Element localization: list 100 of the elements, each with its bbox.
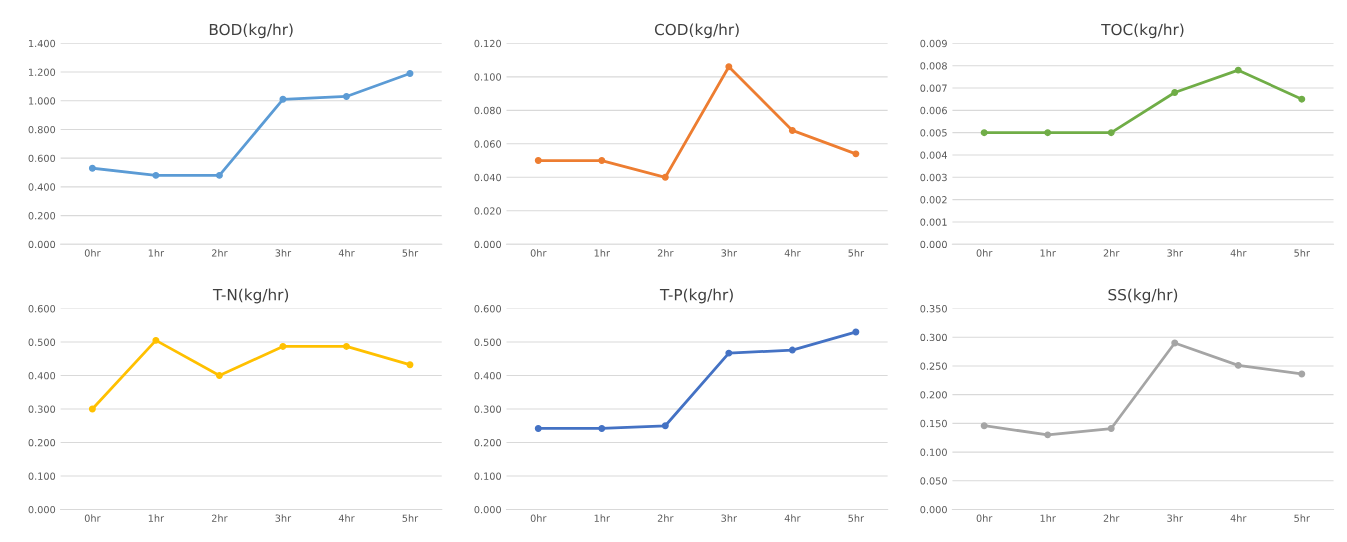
y-tick-label: 1.200 bbox=[28, 68, 56, 76]
y-tick-label: 0.000 bbox=[474, 505, 502, 514]
y-tick-label: 0.600 bbox=[28, 305, 56, 313]
point bbox=[279, 95, 287, 103]
y-tick-label: 0.200 bbox=[28, 438, 56, 447]
y-tick-label: 0.400 bbox=[28, 372, 56, 380]
x-tick-label: 3hr bbox=[1167, 514, 1183, 522]
y-tick-label: 0.600 bbox=[28, 154, 56, 162]
y-tick-label: 1.000 bbox=[28, 97, 56, 105]
y-tick-label: 0.050 bbox=[920, 477, 947, 485]
x-tick-label: 2hr bbox=[657, 249, 674, 257]
point bbox=[152, 336, 160, 344]
y-tick-label: 0.000 bbox=[920, 240, 947, 249]
y-tick-label: 0.300 bbox=[474, 405, 502, 413]
x-tick-label: 3hr bbox=[275, 514, 292, 522]
chart-title: TOC(kg/hr) bbox=[1101, 23, 1184, 39]
point bbox=[406, 361, 414, 369]
point bbox=[215, 171, 223, 179]
y-tick-label: 0.004 bbox=[920, 151, 948, 159]
y-tick-label: 0.400 bbox=[474, 372, 502, 380]
x-tick-label: 1hr bbox=[1040, 514, 1056, 522]
y-tick-label: 0.003 bbox=[920, 173, 947, 182]
point bbox=[852, 150, 860, 158]
point bbox=[1044, 431, 1052, 439]
y-tick-label: 0.350 bbox=[920, 305, 947, 313]
x-tick-label: 3hr bbox=[721, 249, 737, 257]
point bbox=[152, 171, 160, 179]
y-tick-label: 0.800 bbox=[28, 125, 56, 134]
point bbox=[1234, 66, 1242, 74]
y-tick-label: 0.100 bbox=[474, 472, 502, 480]
y-tick-label: 1.400 bbox=[28, 39, 56, 48]
y-tick-label: 0.009 bbox=[920, 39, 947, 48]
point bbox=[1107, 425, 1115, 433]
point bbox=[598, 157, 606, 165]
point bbox=[406, 70, 414, 77]
chart-title: COD(kg/hr) bbox=[654, 23, 739, 39]
y-tick-label: 0.400 bbox=[28, 183, 56, 191]
point bbox=[88, 164, 96, 172]
y-tick-label: 0.200 bbox=[474, 438, 502, 447]
point bbox=[661, 173, 669, 181]
point bbox=[279, 342, 287, 350]
x-tick-label: 5hr bbox=[402, 514, 419, 522]
y-tick-label: 0.300 bbox=[920, 333, 947, 342]
y-tick-label: 0.060 bbox=[474, 140, 502, 148]
point bbox=[725, 349, 733, 357]
y-tick-label: 0.002 bbox=[920, 196, 947, 204]
y-tick-label: 0.500 bbox=[28, 338, 56, 346]
y-tick-label: 0.250 bbox=[920, 362, 947, 370]
chart-title: BOD(kg/hr) bbox=[209, 23, 293, 39]
point bbox=[788, 126, 796, 134]
y-tick-label: 0.020 bbox=[474, 207, 502, 215]
point bbox=[980, 129, 988, 137]
y-tick-label: 0.001 bbox=[920, 218, 947, 226]
point bbox=[1171, 88, 1179, 96]
y-tick-label: 0.000 bbox=[28, 240, 56, 249]
y-tick-label: 0.007 bbox=[920, 84, 947, 92]
x-tick-label: 2hr bbox=[1103, 249, 1120, 257]
point bbox=[598, 424, 606, 432]
y-tick-label: 0.005 bbox=[920, 129, 947, 137]
chart-title: SS(kg/hr) bbox=[1108, 288, 1178, 304]
x-tick-label: 4hr bbox=[338, 514, 355, 522]
x-tick-label: 4hr bbox=[784, 249, 801, 257]
x-tick-label: 5hr bbox=[402, 249, 419, 257]
y-tick-label: 0.500 bbox=[474, 338, 502, 346]
x-tick-label: 1hr bbox=[148, 514, 165, 522]
y-tick-label: 0.100 bbox=[28, 472, 56, 480]
x-tick-label: 3hr bbox=[275, 249, 292, 257]
x-tick-label: 0hr bbox=[976, 514, 993, 522]
x-tick-label: 4hr bbox=[784, 514, 801, 522]
y-tick-label: 0.040 bbox=[474, 173, 502, 182]
point bbox=[725, 63, 733, 71]
x-tick-label: 2hr bbox=[211, 249, 228, 257]
point bbox=[1171, 339, 1179, 347]
x-tick-label: 4hr bbox=[338, 249, 355, 257]
x-tick-label: 5hr bbox=[848, 249, 865, 257]
point bbox=[661, 422, 669, 430]
point bbox=[980, 422, 988, 430]
y-tick-label: 0.600 bbox=[474, 305, 502, 313]
x-tick-label: 0hr bbox=[84, 249, 101, 257]
y-tick-label: 0.000 bbox=[474, 240, 502, 249]
x-tick-label: 4hr bbox=[1230, 514, 1247, 522]
point bbox=[1044, 129, 1052, 137]
x-tick-label: 2hr bbox=[657, 514, 674, 522]
x-tick-label: 3hr bbox=[1167, 249, 1183, 257]
y-tick-label: 0.120 bbox=[474, 39, 502, 48]
point bbox=[1107, 129, 1115, 137]
y-tick-label: 0.008 bbox=[920, 62, 947, 70]
point bbox=[534, 424, 542, 432]
point bbox=[788, 346, 796, 354]
chart-title: T-N(kg/hr) bbox=[212, 288, 289, 304]
chart-title: T-P(kg/hr) bbox=[659, 288, 733, 304]
x-tick-label: 0hr bbox=[530, 514, 547, 522]
point bbox=[342, 92, 350, 100]
point bbox=[1298, 95, 1306, 103]
point bbox=[1234, 361, 1242, 369]
x-tick-label: 0hr bbox=[84, 514, 101, 522]
point bbox=[852, 328, 860, 336]
y-tick-label: 0.000 bbox=[920, 505, 947, 514]
x-tick-label: 5hr bbox=[1294, 514, 1310, 522]
point bbox=[534, 157, 542, 165]
